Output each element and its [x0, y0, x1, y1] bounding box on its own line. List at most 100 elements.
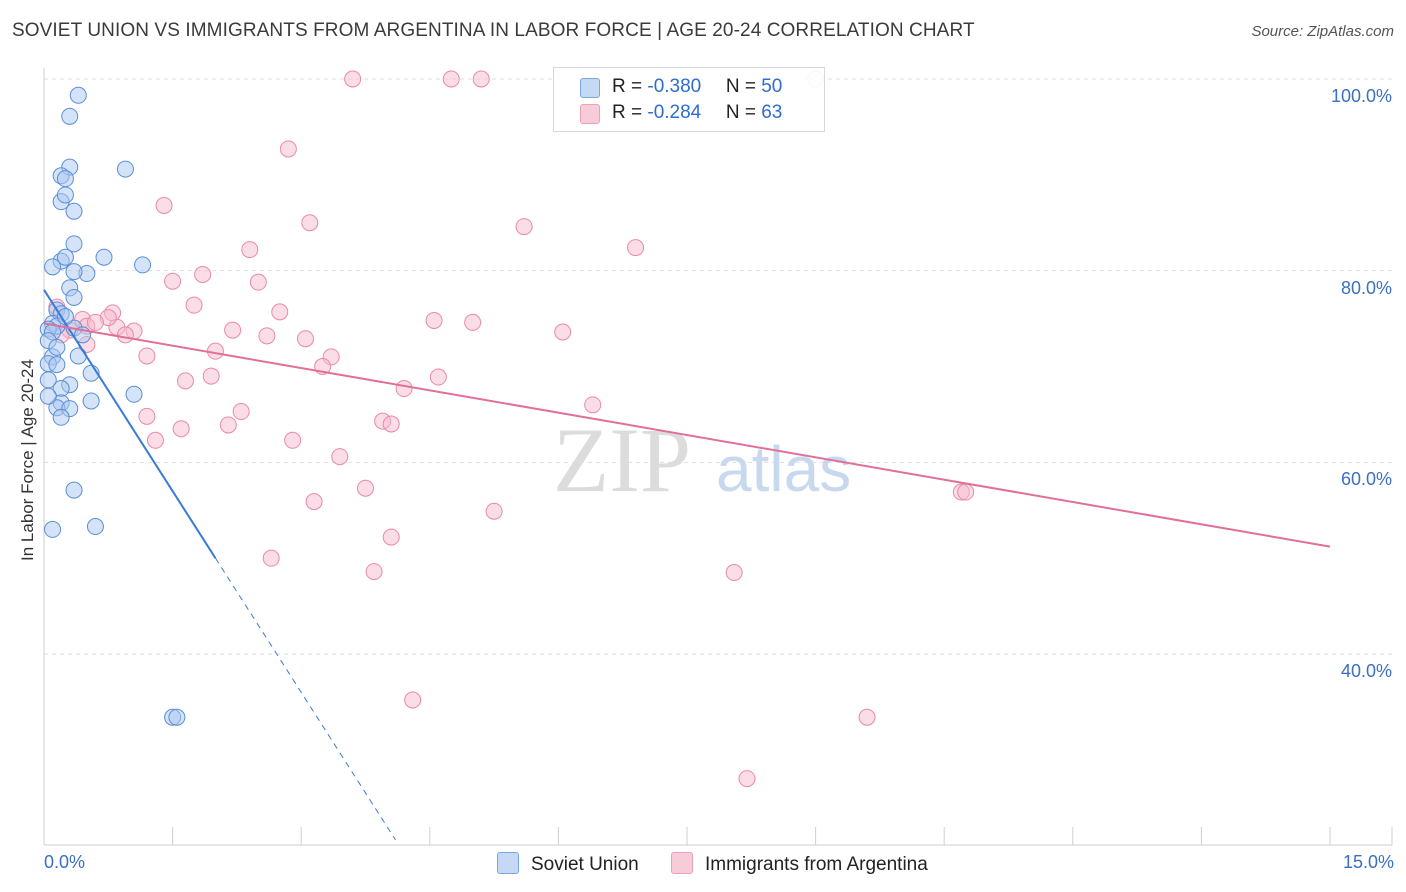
watermark: ZIP atlas [553, 409, 851, 511]
legend-n-label: N = [725, 102, 762, 123]
argentina-point [627, 239, 645, 257]
y-tick-label: 80.0% [1340, 277, 1392, 298]
argentina-point [258, 327, 276, 345]
bottom-legend-swatch-pink [671, 852, 693, 874]
soviet-union-point [65, 289, 83, 306]
argentina-point [365, 563, 383, 581]
argentina-point [472, 70, 490, 88]
argentina-point [464, 313, 482, 331]
stats-legend: R = -0.380 N = 50 R = -0.284 N = 63 [553, 67, 825, 132]
soviet-union-point [56, 248, 74, 266]
argentina-point [232, 403, 250, 421]
soviet-union-trend-line [43, 289, 217, 559]
soviet-union-trend-extension [215, 557, 396, 841]
argentina-point [284, 431, 302, 449]
argentina-point [138, 407, 156, 425]
trend-lines [43, 289, 1331, 841]
legend-r-label: R = [612, 76, 648, 97]
soviet-union-point [134, 256, 152, 274]
legend-n-value: 50 [761, 76, 783, 97]
soviet-union-point [61, 107, 79, 125]
argentina-point [485, 502, 503, 520]
soviet-union-point [56, 186, 74, 204]
axes [43, 68, 1393, 846]
argentina-point [957, 483, 975, 501]
argentina-point [279, 140, 297, 158]
soviet-union-point [44, 258, 62, 276]
argentina-point [404, 691, 422, 709]
argentina-point [86, 313, 104, 331]
argentina-point [584, 396, 602, 414]
argentina-point [185, 296, 203, 314]
gridlines [44, 78, 1392, 655]
legend-r-value: -0.380 [647, 76, 702, 97]
argentina-point [301, 214, 319, 232]
chart-title: SOVIET UNION VS IMMIGRANTS FROM ARGENTIN… [12, 20, 975, 41]
argentina-point [429, 368, 447, 386]
soviet-union-point [52, 408, 70, 426]
argentina-point [425, 312, 443, 329]
argentina-point [138, 347, 156, 365]
legend-swatch-blue [580, 78, 600, 98]
argentina-point [305, 493, 323, 511]
argentina-point [241, 241, 259, 259]
argentina-point [357, 479, 374, 497]
argentina-point [554, 323, 572, 341]
argentina-point [194, 266, 212, 283]
soviet-union-point [65, 202, 83, 220]
soviet-union-point [69, 86, 87, 104]
soviet-union-point [65, 235, 83, 253]
argentina-point [224, 321, 242, 339]
soviet-union-point [95, 248, 113, 266]
soviet-union-points [39, 86, 186, 726]
legend-r-value: -0.284 [647, 102, 702, 123]
argentina-point [202, 367, 220, 385]
argentina-point [725, 564, 743, 582]
y-tick-label: 100.0% [1330, 86, 1392, 106]
soviet-union-point [56, 170, 74, 188]
soviet-union-point [69, 347, 87, 365]
soviet-union-point [48, 356, 66, 374]
y-tick-label: 60.0% [1340, 469, 1392, 490]
legend-swatch-pink [580, 104, 600, 124]
argentina-point [442, 70, 460, 88]
soviet-union-point [116, 160, 134, 178]
argentina-point [116, 326, 134, 344]
argentina-point [155, 197, 173, 214]
argentina-point [395, 380, 413, 398]
legend-r-label: R = [612, 102, 648, 123]
argentina-point [331, 448, 349, 466]
chart-source: Source: ZipAtlas.com [1251, 23, 1394, 40]
bottom-legend-label: Soviet Union [531, 854, 639, 875]
x-tick-max: 15.0% [1342, 852, 1394, 872]
argentina-point [172, 420, 190, 438]
y-tick-label: 40.0% [1340, 661, 1392, 681]
argentina-point [146, 431, 164, 449]
argentina-point [219, 416, 237, 434]
argentina-point [344, 70, 362, 88]
soviet-union-point [44, 520, 62, 538]
soviet-union-point [65, 263, 83, 281]
argentina-point [738, 770, 756, 788]
argentina-point [382, 415, 400, 433]
argentina-point [176, 372, 194, 390]
argentina-trend-line [43, 322, 1331, 548]
x-tick-min: 0.0% [44, 852, 86, 872]
bottom-legend-argentina: Immigrants from Argentina [671, 852, 928, 876]
watermark-zip: ZIP [553, 409, 691, 511]
argentina-point [164, 272, 182, 290]
argentina-point [271, 303, 289, 321]
bottom-legend-label: Immigrants from Argentina [705, 854, 928, 875]
argentina-point [858, 708, 876, 726]
immigrants-argentina-points [48, 70, 975, 788]
legend-n-label: N = [725, 76, 762, 97]
soviet-union-point [39, 387, 57, 405]
argentina-point [515, 218, 533, 236]
soviet-union-point [168, 708, 186, 726]
soviet-union-point [65, 481, 83, 499]
legend-n-value: 63 [761, 102, 783, 123]
watermark-atlas: atlas [716, 433, 851, 505]
bottom-legend-swatch-blue [497, 852, 519, 874]
soviet-union-point [125, 385, 143, 403]
